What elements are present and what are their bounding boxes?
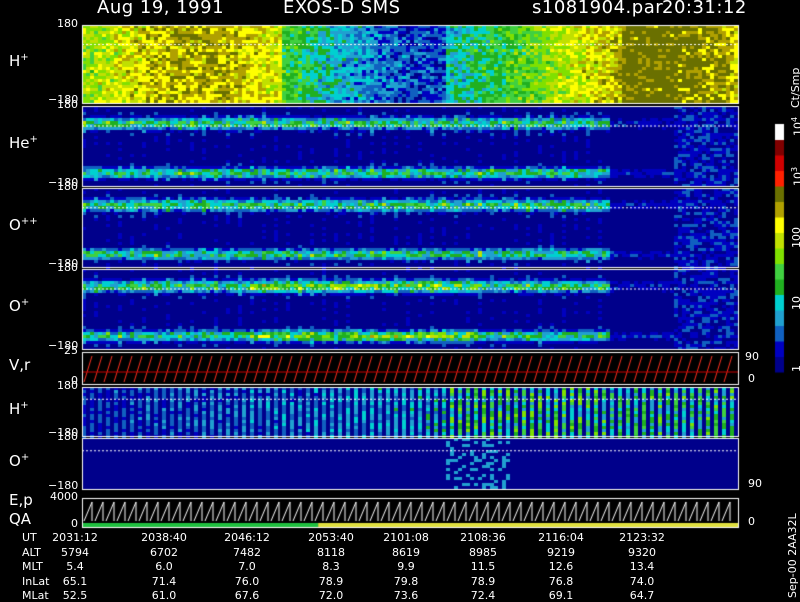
ytick-top-o-plus-2: 180 xyxy=(57,430,78,443)
panel-label-ep-qa-qa: QA xyxy=(9,510,32,528)
panel-label-o-plus-plus: O++ xyxy=(9,215,38,234)
ephem-cell-3-4: 72.0 xyxy=(318,589,344,602)
ephem-cell-1-4: 61.0 xyxy=(151,589,177,602)
ytick-top-h-plus-2: 180 xyxy=(57,379,78,392)
ephem-cell-6-3: 76.8 xyxy=(548,575,574,588)
ephem-cell-6-1: 9219 xyxy=(547,546,575,559)
ephem-cell-7-1: 9320 xyxy=(628,546,656,559)
ephem-cell-0-3: 65.1 xyxy=(62,575,88,588)
ephem-cell-3-3: 78.9 xyxy=(318,575,344,588)
rtick-top-vr: 90 xyxy=(745,350,759,363)
ytick-top-vr: 25 xyxy=(64,344,78,357)
panel-label-o-plus-2: O+ xyxy=(9,451,30,470)
ephem-cell-0-1: 5794 xyxy=(61,546,89,559)
ephem-label-mlat: MLat xyxy=(22,589,49,602)
ytick-top-he-plus: 180 xyxy=(57,98,78,111)
ephem-cell-5-4: 72.4 xyxy=(470,589,496,602)
ytick-top-o-plus-plus: 180 xyxy=(57,180,78,193)
ephem-cell-2-2: 7.0 xyxy=(238,560,256,573)
panel-label-h-plus-2: H+ xyxy=(9,399,29,418)
header-instrument: EXOS-D SMS xyxy=(283,0,401,18)
ephem-cell-7-0: 2123:32 xyxy=(619,531,665,544)
panel-label-o-plus-1: O+ xyxy=(9,297,30,315)
ephem-cell-6-2: 12.6 xyxy=(548,560,574,573)
ephem-cell-7-3: 74.0 xyxy=(629,575,655,588)
header-date: Aug 19, 1991 xyxy=(97,0,225,18)
ephem-cell-5-1: 8985 xyxy=(469,546,497,559)
ephem-cell-0-4: 52.5 xyxy=(62,589,88,602)
ytick-bot-o-plus-2: −180 xyxy=(48,479,79,492)
ephem-cell-3-0: 2053:40 xyxy=(308,531,354,544)
panel-label-he-plus: He+ xyxy=(9,134,38,152)
panel-label-h-plus-1: H+ xyxy=(9,52,29,70)
rtick-bot-ep-qa: 0 xyxy=(748,515,755,528)
ephem-cell-1-3: 71.4 xyxy=(151,575,177,588)
ytick-bot-o-plus-plus: −180 xyxy=(48,257,79,270)
ephem-cell-4-1: 8619 xyxy=(392,546,420,559)
ephem-cell-2-4: 67.6 xyxy=(234,589,260,602)
ytick-bot-he-plus: −180 xyxy=(48,176,79,189)
ephem-cell-3-2: 8.3 xyxy=(322,560,340,573)
side-label: Sep-00 2AA32L xyxy=(786,513,799,598)
ephem-cell-1-0: 2038:40 xyxy=(141,531,187,544)
colorbar-unit: Ct/Smp xyxy=(789,67,800,108)
ytick-bot-o-plus-1: −180 xyxy=(48,339,79,352)
ephem-label-ut: UT xyxy=(22,531,37,544)
colorbar-tick-2: 100 xyxy=(790,227,800,248)
ytick-bot-vr: 0 xyxy=(71,374,78,387)
rtick-bot-vr: 0 xyxy=(748,372,755,385)
ephem-cell-5-2: 11.5 xyxy=(470,560,496,573)
ephem-label-alt: ALT xyxy=(22,546,41,559)
panel-label-ep-qa: E,p xyxy=(9,491,33,509)
ephem-cell-6-4: 69.1 xyxy=(548,589,574,602)
ephem-cell-4-4: 73.6 xyxy=(393,589,419,602)
rtick-bot-o-plus-2: 90 xyxy=(748,477,762,490)
ephem-cell-7-4: 64.7 xyxy=(629,589,655,602)
ephem-cell-1-1: 6702 xyxy=(150,546,178,559)
ephem-cell-2-1: 7482 xyxy=(233,546,261,559)
header-time: 20:31:12 xyxy=(662,0,747,18)
ephem-cell-0-0: 2031:12 xyxy=(52,531,98,544)
ephem-cell-2-3: 76.0 xyxy=(234,575,260,588)
panel-label-vr: V,r xyxy=(9,356,31,374)
ephem-cell-4-0: 2101:08 xyxy=(383,531,429,544)
ephem-cell-6-0: 2116:04 xyxy=(538,531,584,544)
ephem-label-mlt: MLT xyxy=(22,560,43,573)
header-file: s1081904.par xyxy=(532,0,664,18)
ephem-cell-5-3: 78.9 xyxy=(470,575,496,588)
ephem-label-inlat: InLat xyxy=(22,575,50,588)
ephem-cell-2-0: 2046:12 xyxy=(224,531,270,544)
ytick-top-h-plus-1: 180 xyxy=(57,17,78,30)
colorbar-tick-1: 10 xyxy=(790,296,800,310)
ephem-cell-5-0: 2108:36 xyxy=(460,531,506,544)
colorbar-tick-0: 1 xyxy=(790,365,800,372)
ytick-bot-h-plus-2: −180 xyxy=(48,426,79,439)
ytick-bot-h-plus-1: −180 xyxy=(48,93,79,106)
ephem-cell-1-2: 6.0 xyxy=(155,560,173,573)
ephem-cell-0-2: 5.4 xyxy=(66,560,84,573)
colorbar-tick-3: 103 xyxy=(790,166,800,186)
colorbar-tick-4: 104 xyxy=(790,116,800,136)
ytick-top-ep-qa: 4000 xyxy=(50,490,78,503)
ephem-cell-3-1: 8118 xyxy=(317,546,345,559)
ephem-cell-4-2: 9.9 xyxy=(397,560,415,573)
ephem-cell-4-3: 79.8 xyxy=(393,575,419,588)
ytick-top-o-plus-1: 180 xyxy=(57,261,78,274)
ephem-cell-7-2: 13.4 xyxy=(629,560,655,573)
ytick-bot-ep-qa: 0 xyxy=(71,517,78,530)
